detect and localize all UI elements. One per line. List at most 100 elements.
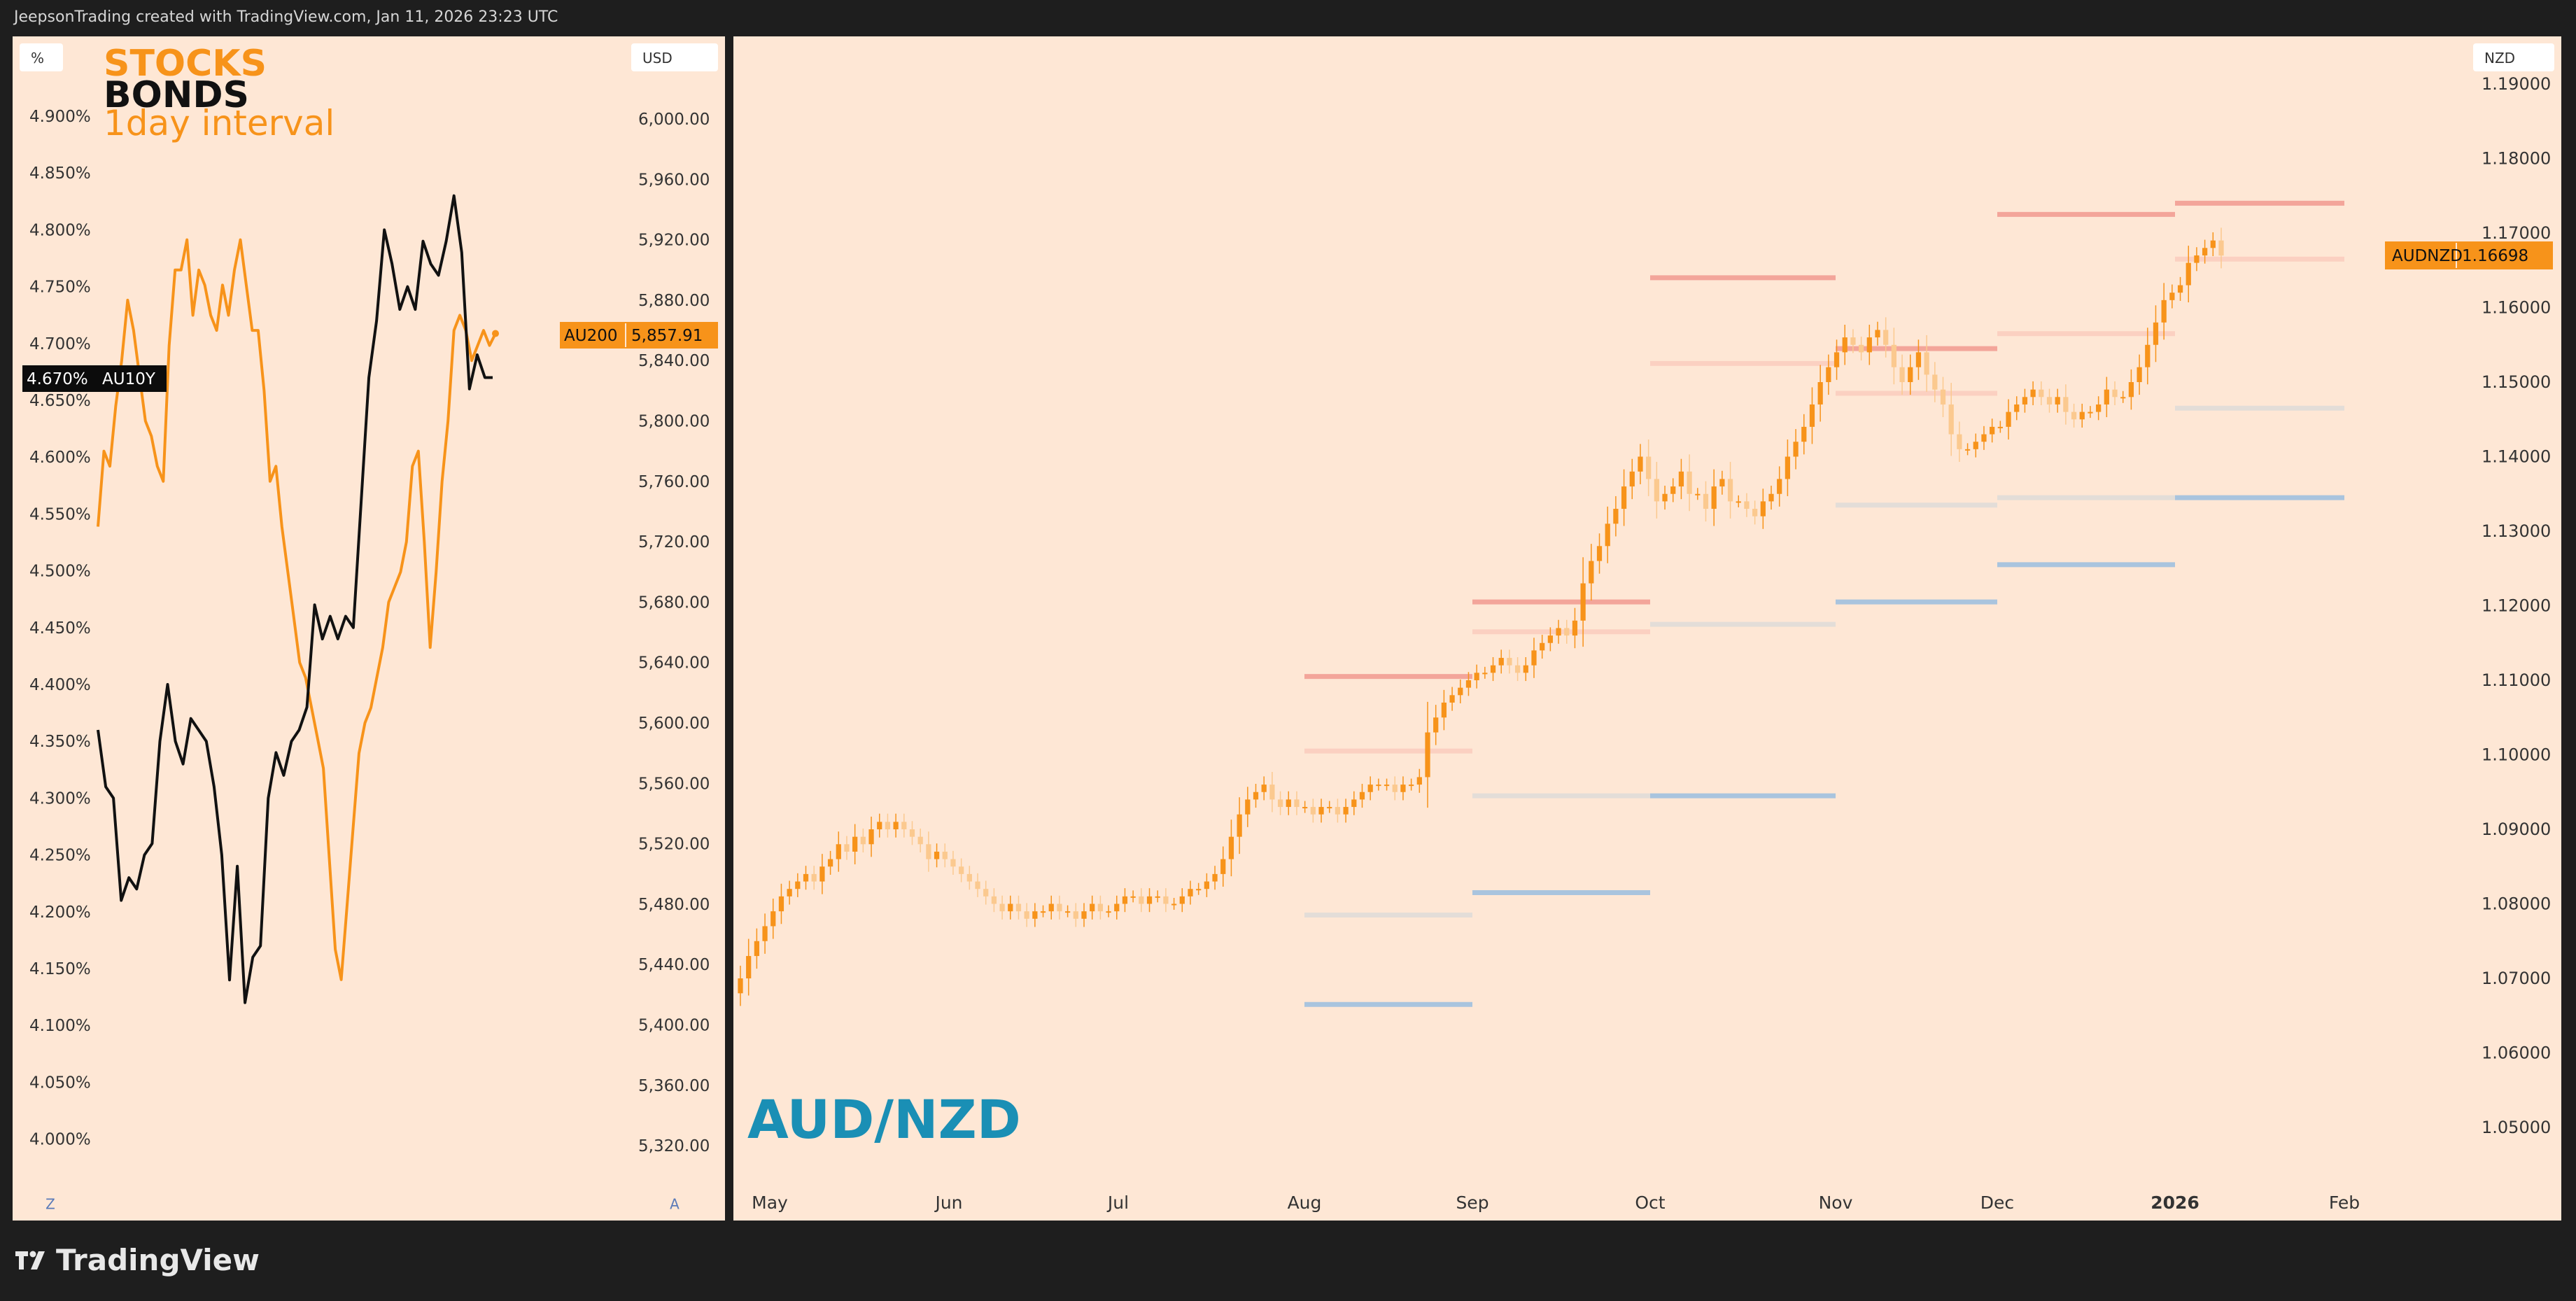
right-unit-box[interactable]: [631, 43, 718, 71]
au200-series-line: [97, 238, 497, 981]
legend-bonds: BONDS: [104, 74, 249, 116]
tradingview-logo[interactable]: TradingView: [15, 1243, 260, 1277]
left-y-tick-label: 4.450%: [29, 619, 91, 638]
right-y-tick-label: 5,680.00: [638, 593, 710, 612]
candle-body: [1188, 889, 1193, 896]
candle-body: [1948, 404, 1954, 435]
candle-body: [1605, 523, 1610, 547]
candle-body: [975, 881, 980, 889]
candle-body: [1490, 665, 1496, 673]
nzd-y-tick-label: 1.07000: [2482, 969, 2551, 988]
left-y-tick-label: 4.550%: [29, 505, 91, 523]
candle-body: [2194, 255, 2200, 263]
candle-body: [2055, 397, 2060, 405]
candle-body: [1908, 367, 1913, 382]
candle-body: [754, 941, 760, 957]
candle-body: [1057, 903, 1062, 912]
candle-body: [926, 844, 931, 859]
candle-body: [1777, 479, 1782, 494]
candle-body: [1171, 903, 1177, 906]
candle-body: [1973, 442, 1978, 449]
left-unit-label: %: [31, 50, 44, 66]
candle-body: [1139, 896, 1144, 904]
left-y-tick-label: 4.000%: [29, 1131, 91, 1149]
candle-body: [1482, 673, 1488, 675]
left-panel-bg: [13, 36, 725, 1221]
left-y-tick-label: 4.200%: [29, 903, 91, 922]
candle-body: [1826, 367, 1831, 382]
candle-body: [2137, 367, 2142, 382]
nzd-x-tick-label: 2026: [2151, 1193, 2200, 1213]
nzd-x-tick-label: Oct: [1635, 1193, 1665, 1213]
candle-body: [2128, 382, 2134, 398]
candle-body: [1834, 352, 1840, 367]
candle-body: [2145, 344, 2151, 367]
candle-body: [1687, 471, 1692, 494]
right-y-tick-label: 5,640.00: [638, 654, 710, 673]
bond-price-symbol: AU10Y: [102, 370, 156, 388]
candle-body: [1997, 426, 2003, 428]
nzd-unit-box[interactable]: [2473, 43, 2554, 71]
candle-body: [1474, 673, 1479, 680]
candle-body: [1964, 449, 1971, 451]
candle-body: [1957, 434, 1962, 449]
right-y-tick-label: 5,760.00: [638, 473, 710, 491]
left-y-tick-label: 4.700%: [29, 335, 91, 353]
candle-body: [991, 896, 997, 904]
nzd-y-tick-label: 1.08000: [2482, 894, 2551, 914]
candle-body: [1015, 903, 1022, 912]
candle-body: [2030, 389, 2036, 398]
left-unit-box[interactable]: [20, 43, 63, 71]
level-lines: [1304, 200, 2344, 1007]
candle-body: [909, 829, 915, 837]
candle-body: [1580, 583, 1586, 621]
candle-body: [1629, 471, 1635, 487]
candle-body: [1327, 807, 1332, 809]
right-y-tick-label: 5,320.00: [638, 1137, 710, 1155]
nzd-y-tick-label: 1.15000: [2482, 372, 2551, 392]
scale-a-button[interactable]: A: [670, 1196, 680, 1213]
candle-body: [1850, 337, 1856, 345]
candle-body: [1253, 792, 1259, 800]
legend-stocks: STOCKS: [104, 43, 267, 85]
candle-body: [1237, 814, 1242, 837]
candle-body: [1458, 687, 1463, 696]
candle-body: [1048, 903, 1054, 912]
candle-body: [1286, 799, 1291, 808]
candle-body: [1670, 486, 1676, 494]
candle-body: [2120, 397, 2126, 399]
left-y-tick-label: 4.300%: [29, 789, 91, 808]
candle-body: [2006, 412, 2011, 427]
publisher-caption: JeepsonTrading created with TradingView.…: [14, 8, 558, 26]
nzd-y-tick-label: 1.10000: [2482, 745, 2551, 765]
right-y-tick-label: 6,000.00: [638, 111, 710, 129]
left-y-tick-label: 4.100%: [29, 1017, 91, 1035]
candle-body: [2169, 293, 2175, 300]
candle-body: [2112, 389, 2118, 398]
candle-body: [1866, 337, 1872, 353]
bond-price-value: 4.670%: [27, 370, 88, 388]
nzd-y-tick-label: 1.06000: [2482, 1043, 2551, 1063]
right-y-axis-ticks: 6,000.00 5,960.00 5,920.00 5,880.00 5,840.00…: [638, 111, 710, 1155]
left-series-lines: [97, 194, 499, 1004]
candle-body: [2088, 412, 2093, 414]
right-y-tick-label: 5,960.00: [638, 171, 710, 189]
candle-body: [1498, 658, 1504, 666]
candles: [738, 227, 2224, 1006]
candle-body: [1531, 650, 1537, 666]
candle-body: [2177, 285, 2183, 293]
candle-body: [819, 866, 825, 882]
candle-body: [852, 836, 858, 852]
nzd-y-tick-label: 1.11000: [2482, 670, 2551, 690]
candle-body: [1130, 896, 1136, 898]
candle-body: [1523, 665, 1528, 673]
right-y-tick-label: 5,720.00: [638, 533, 710, 551]
right-y-tick-label: 5,440.00: [638, 956, 710, 974]
right-panel-bg: [733, 36, 2561, 1221]
tradingview-logo-icon: [15, 1251, 45, 1270]
candle-body: [1752, 509, 1758, 516]
left-y-tick-label: 4.850%: [29, 164, 91, 183]
scale-z-button[interactable]: Z: [45, 1196, 55, 1213]
candle-body: [1179, 896, 1185, 904]
right-unit-label: USD: [642, 50, 673, 66]
